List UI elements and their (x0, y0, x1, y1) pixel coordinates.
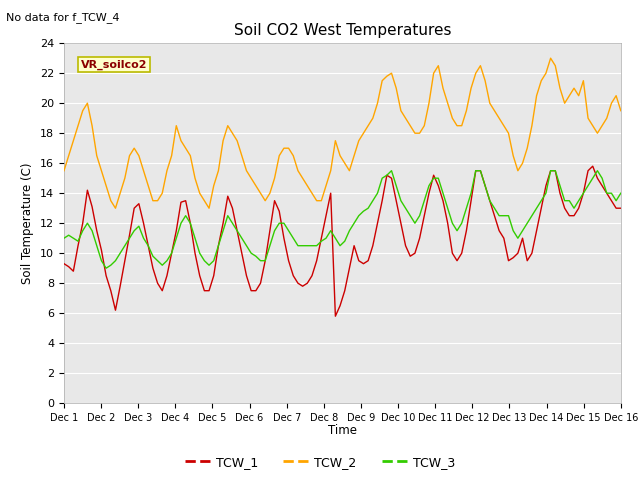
Text: VR_soilco2: VR_soilco2 (81, 60, 147, 70)
X-axis label: Time: Time (328, 424, 357, 437)
Title: Soil CO2 West Temperatures: Soil CO2 West Temperatures (234, 23, 451, 38)
Y-axis label: Soil Temperature (C): Soil Temperature (C) (22, 162, 35, 284)
Text: No data for f_TCW_4: No data for f_TCW_4 (6, 12, 120, 23)
Legend: TCW_1, TCW_2, TCW_3: TCW_1, TCW_2, TCW_3 (180, 451, 460, 474)
